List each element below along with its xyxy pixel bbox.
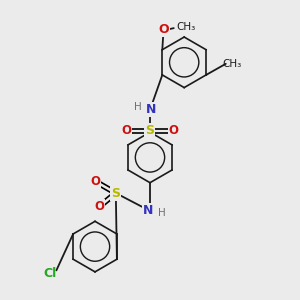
Text: N: N (143, 204, 154, 218)
Text: H: H (158, 208, 166, 218)
Text: S: S (146, 124, 154, 137)
Text: O: O (94, 200, 104, 213)
Text: S: S (111, 187, 120, 200)
Text: O: O (90, 175, 100, 188)
Text: O: O (169, 124, 179, 137)
Text: H: H (134, 103, 142, 112)
Text: N: N (146, 103, 157, 116)
Text: Cl: Cl (44, 267, 57, 280)
Text: CH₃: CH₃ (222, 59, 242, 69)
Text: O: O (158, 23, 169, 36)
Text: O: O (121, 124, 131, 137)
Text: CH₃: CH₃ (176, 22, 195, 32)
